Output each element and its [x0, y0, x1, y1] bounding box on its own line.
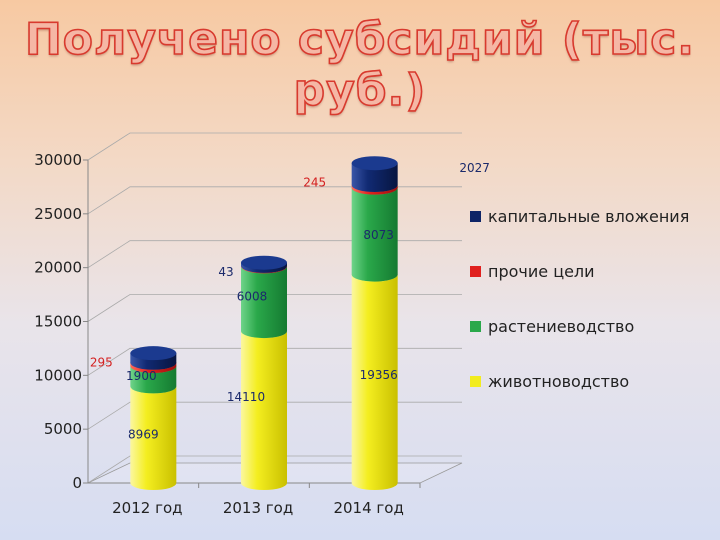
data-label: 6008: [237, 290, 268, 304]
legend-swatch: [470, 376, 481, 387]
legend-label: прочие цели: [488, 262, 595, 281]
data-label: 295: [90, 355, 113, 369]
legend-label: растениеводство: [488, 317, 634, 336]
data-label: 8073: [363, 228, 394, 242]
legend-item: капитальные вложения: [470, 207, 689, 226]
y-tick-label: 15000: [34, 313, 82, 331]
legend-item: растениеводство: [470, 317, 634, 336]
y-tick-label: 30000: [34, 151, 82, 169]
y-tick-label: 20000: [34, 259, 82, 277]
y-tick-label: 5000: [44, 420, 82, 438]
data-label: 19356: [360, 368, 398, 382]
legend-label: животноводство: [488, 372, 629, 391]
gridline: [87, 347, 462, 376]
legend-swatch: [470, 211, 481, 222]
legend-swatch: [470, 266, 481, 277]
data-label: 8969: [128, 428, 159, 442]
chart-title: Получено субсидий (тыс. руб.): [24, 13, 696, 117]
gridline: [87, 294, 462, 322]
x-tick-label: 2014 год: [333, 499, 403, 517]
y-tick-label: 10000: [34, 366, 82, 384]
y-tick-label: 25000: [34, 205, 82, 223]
gridline: [87, 455, 462, 484]
data-label: 14110: [227, 390, 265, 404]
legend-label: капитальные вложения: [488, 207, 689, 226]
x-tick-label: 2013 год: [223, 499, 293, 517]
data-label: 43: [218, 265, 233, 279]
data-label: 1900: [126, 369, 157, 383]
gridline: [87, 186, 462, 215]
bar-segment: [241, 255, 287, 273]
bar-segment: [130, 346, 177, 370]
legend-item: животноводство: [470, 372, 629, 391]
x-tick-label: 2012 год: [112, 499, 182, 517]
data-label: 2027: [459, 161, 490, 175]
legend-swatch: [470, 321, 481, 332]
gridline: [87, 132, 462, 161]
data-label: 245: [303, 175, 326, 189]
bar-segment: [351, 156, 398, 193]
bar-segment: [241, 324, 287, 490]
gridline: [87, 401, 462, 430]
legend-item: прочие цели: [470, 262, 595, 281]
y-tick-label: 0: [72, 474, 82, 492]
gridline: [87, 240, 462, 269]
